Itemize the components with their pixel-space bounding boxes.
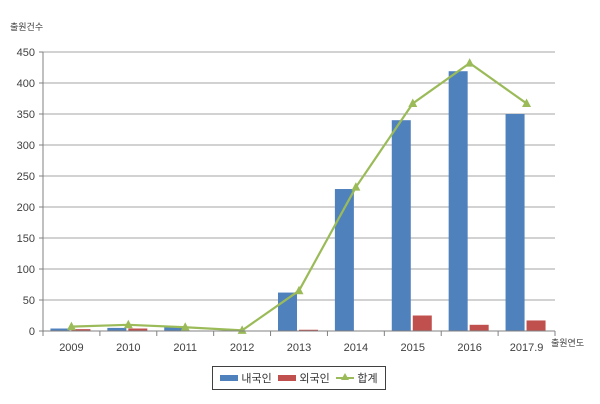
- y-tick-label: 350: [17, 109, 35, 121]
- x-tick-label: 2016: [457, 342, 481, 354]
- bar: [412, 315, 432, 331]
- x-tick-label: 2011: [173, 342, 197, 354]
- x-tick-label: 2009: [59, 342, 83, 354]
- bar: [448, 71, 468, 331]
- legend-label: 외국인: [299, 372, 330, 385]
- x-axis-ticks: 2009 2010 2011 2012 2013 2014 2015 2016 2017.9: [42, 331, 556, 354]
- legend-item-domestic: 내국인: [220, 370, 272, 386]
- legend-item-total: 합계: [336, 370, 378, 386]
- foreign-swatch-icon: [278, 375, 297, 381]
- bars: [50, 71, 546, 331]
- legend-label: 내국인: [241, 372, 272, 385]
- triangle-marker-icon: [522, 98, 532, 107]
- x-tick-label: 2015: [401, 342, 425, 354]
- y-tick-label: 100: [17, 264, 35, 276]
- y-axis-ticks: 0 50 100 150 200 250 300 350 400 450: [17, 47, 43, 338]
- legend-item-foreign: 외국인: [278, 370, 330, 386]
- triangle-marker-icon: [237, 325, 247, 334]
- triangle-line-icon: [336, 373, 355, 383]
- x-tick-label: 2017.9: [510, 342, 544, 354]
- x-tick-label: 2010: [116, 342, 140, 354]
- domestic-swatch-icon: [220, 375, 239, 381]
- legend: 내국인 외국인 합계: [212, 366, 386, 390]
- y-axis-title: 출원건수: [10, 22, 43, 33]
- y-tick-label: 400: [17, 78, 35, 90]
- bar: [505, 114, 525, 331]
- y-tick-label: 50: [23, 295, 35, 307]
- x-axis-title: 출원연도: [551, 338, 584, 349]
- bar: [334, 189, 354, 331]
- x-tick-label: 2014: [344, 342, 368, 354]
- y-tick-label: 200: [17, 202, 35, 214]
- bar: [128, 328, 148, 331]
- axes: [42, 52, 555, 332]
- gridlines: [43, 51, 555, 301]
- x-tick-label: 2012: [230, 342, 254, 354]
- bar: [469, 324, 489, 331]
- y-tick-label: 300: [17, 140, 35, 152]
- bar: [164, 327, 184, 331]
- y-tick-label: 250: [17, 171, 35, 183]
- triangle-marker-icon: [180, 322, 190, 331]
- total-line: [66, 58, 532, 334]
- bar: [50, 328, 70, 331]
- x-tick-label: 2013: [287, 342, 311, 354]
- triangle-marker-icon: [294, 285, 304, 295]
- bar: [299, 329, 318, 331]
- bar: [71, 329, 91, 331]
- triangle-marker-icon: [123, 319, 133, 329]
- triangle-marker-icon: [465, 58, 475, 67]
- bar: [391, 120, 411, 331]
- triangle-marker-icon: [408, 98, 418, 107]
- bar: [526, 320, 546, 331]
- y-tick-label: 150: [17, 233, 35, 245]
- bar: [107, 327, 127, 331]
- triangle-marker-icon: [351, 182, 361, 191]
- y-tick-label: 0: [29, 326, 35, 338]
- y-tick-label: 450: [17, 47, 35, 59]
- legend-label: 합계: [357, 372, 378, 385]
- triangle-marker-icon: [66, 321, 76, 331]
